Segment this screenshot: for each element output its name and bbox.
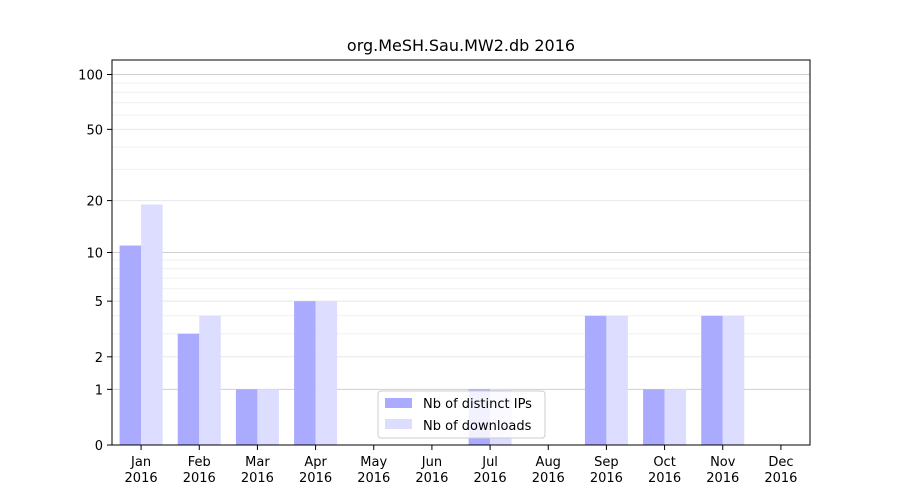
bar-distinct-ips-sep <box>584 315 607 445</box>
bar-downloads-oct <box>664 389 687 445</box>
x-tick-label-month: Aug <box>536 455 561 470</box>
y-tick-label: 100 <box>78 69 103 84</box>
bar-downloads-feb <box>199 315 221 445</box>
legend-swatch-distinct-ips <box>385 398 412 408</box>
y-tick-label: 2 <box>95 351 103 366</box>
x-tick-label-year: 2016 <box>125 471 158 486</box>
x-tick-label-month: Dec <box>768 455 793 470</box>
axis-ticks: 0125102050100Jan2016Feb2016Mar2016Apr201… <box>78 69 797 486</box>
legend-label-distinct-ips: Nb of distinct IPs <box>423 397 532 412</box>
x-tick-label-month: Jun <box>421 455 442 470</box>
legend: Nb of distinct IPs Nb of downloads <box>377 390 546 439</box>
y-tick-label: 5 <box>95 295 103 310</box>
grid-lines <box>112 74 810 390</box>
x-tick-label-year: 2016 <box>241 471 274 486</box>
x-tick-label-month: May <box>360 455 387 470</box>
legend-label-downloads: Nb of downloads <box>423 419 532 434</box>
x-tick-label-month: Apr <box>304 455 327 470</box>
bar-distinct-ips-oct <box>643 389 665 445</box>
x-tick-label-year: 2016 <box>532 471 565 486</box>
y-tick-label: 1 <box>95 383 103 398</box>
x-tick-label-year: 2016 <box>648 471 681 486</box>
legend-swatch-downloads <box>385 419 412 429</box>
bar-distinct-ips-apr <box>294 301 316 445</box>
x-tick-label-month: Jul <box>481 455 498 470</box>
chart-title: org.MeSH.Sau.MW2.db 2016 <box>347 36 575 55</box>
y-tick-label: 10 <box>86 247 103 262</box>
bar-distinct-ips-mar <box>235 389 258 445</box>
x-tick-label-year: 2016 <box>183 471 216 486</box>
x-tick-label-month: Feb <box>188 455 211 470</box>
x-tick-label-month: Oct <box>653 455 675 470</box>
x-tick-label-year: 2016 <box>706 471 739 486</box>
bar-distinct-ips-nov <box>701 315 723 445</box>
bar-downloads-sep <box>606 315 628 445</box>
bar-distinct-ips-feb <box>177 333 200 445</box>
bar-downloads-nov <box>722 315 745 445</box>
legend-box <box>377 390 546 439</box>
bar-downloads-mar <box>257 389 279 445</box>
x-tick-label-month: Sep <box>594 455 619 470</box>
x-tick-label-month: Jan <box>130 455 151 470</box>
x-tick-label-year: 2016 <box>357 471 390 486</box>
x-tick-label-year: 2016 <box>474 471 507 486</box>
x-tick-label-year: 2016 <box>590 471 623 486</box>
y-tick-label: 0 <box>95 439 103 454</box>
x-tick-label-month: Nov <box>710 455 736 470</box>
x-tick-label-year: 2016 <box>299 471 332 486</box>
x-tick-label-month: Mar <box>245 455 270 470</box>
bar-downloads-apr <box>315 301 338 445</box>
y-tick-label: 50 <box>86 123 103 138</box>
bars <box>119 204 745 445</box>
x-tick-label-year: 2016 <box>415 471 448 486</box>
y-tick-label: 20 <box>86 195 103 210</box>
x-tick-label-year: 2016 <box>764 471 797 486</box>
bar-downloads-jan <box>141 204 163 445</box>
bar-distinct-ips-jan <box>119 245 142 445</box>
